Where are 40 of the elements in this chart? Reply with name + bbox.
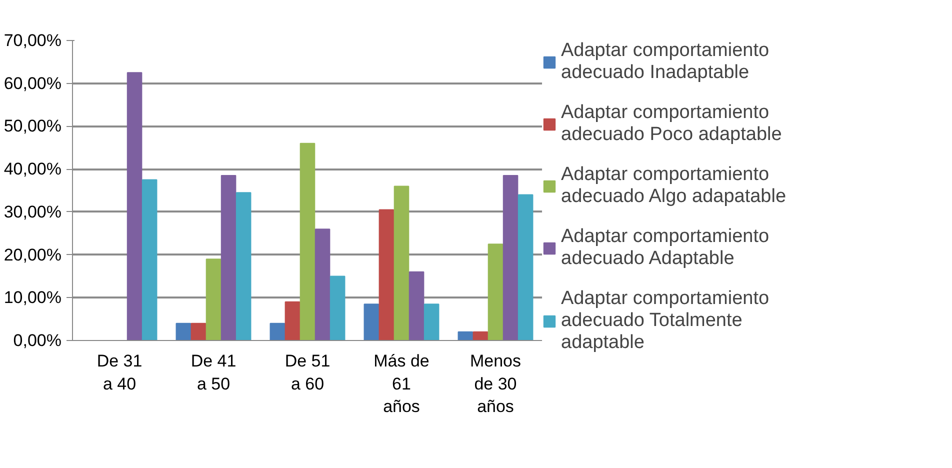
bar [206, 258, 222, 340]
bar [488, 244, 504, 340]
bar [364, 304, 380, 340]
y-tick-label: 30,00% [4, 202, 62, 222]
bar [472, 331, 488, 340]
bar [502, 175, 518, 340]
bar [126, 72, 142, 340]
y-tick-label: 10,00% [4, 288, 62, 308]
bar [424, 304, 440, 340]
legend-label: Adaptar comportamiento adecuado Inadaptable [561, 40, 770, 84]
bar [458, 331, 474, 340]
bar [394, 186, 410, 340]
legend-label: Adaptar comportamiento adecuado Algo adapatable [561, 164, 786, 208]
bar [330, 276, 346, 340]
y-tick-label: 20,00% [4, 245, 62, 264]
y-tick-label: 0,00% [13, 331, 62, 350]
bar [408, 271, 424, 340]
bar [142, 179, 158, 340]
x-tick-label: De 51 a 60 [284, 352, 330, 394]
legend-label: Adaptar comportamiento adecuado Adaptable [561, 226, 770, 270]
bar [378, 209, 394, 340]
y-tick-label: 40,00% [4, 160, 62, 179]
x-tick-label: De 31 a 40 [96, 352, 142, 394]
bar [236, 192, 252, 340]
bar [220, 175, 236, 340]
x-tick-label: Más de 61 años [374, 352, 430, 416]
y-tick-label: 70,00% [4, 31, 62, 50]
bar [284, 301, 300, 340]
bar [270, 322, 286, 340]
bar [190, 322, 206, 340]
bar [300, 142, 316, 340]
y-tick-label: 50,00% [4, 116, 62, 136]
legend-label: Adaptar comportamiento adecuado Totalmente adaptable [561, 288, 770, 354]
y-tick-label: 60,00% [4, 74, 62, 93]
bar [176, 322, 192, 340]
legend-label: Adaptar comportamiento adecuado Poco adaptable [561, 102, 782, 146]
bar [314, 228, 330, 340]
x-tick-label: Menos de 30 años [470, 352, 522, 416]
x-tick-label: De 41 a 50 [190, 352, 236, 394]
bar [518, 194, 534, 340]
